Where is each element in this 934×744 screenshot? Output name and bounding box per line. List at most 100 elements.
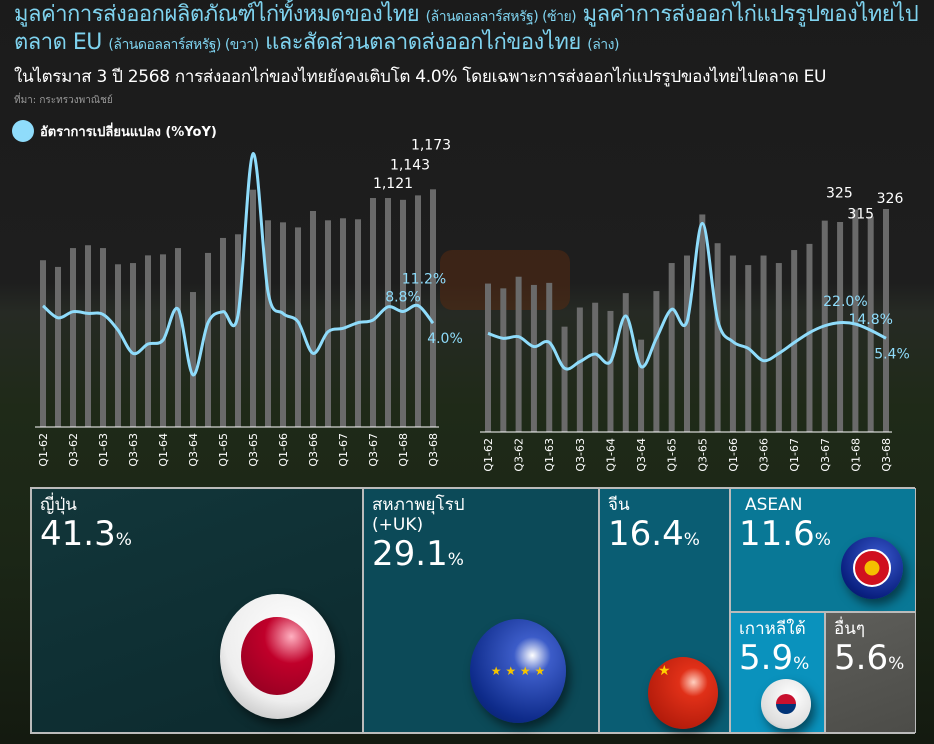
bar <box>592 302 599 432</box>
bar <box>130 263 136 427</box>
others-value: 5.6% <box>834 638 905 678</box>
bar <box>760 255 767 432</box>
yoy-value-label: 8.8% <box>385 289 421 305</box>
bar <box>370 198 376 427</box>
bar-value-label: 325 <box>826 186 853 202</box>
bar <box>699 214 706 432</box>
bar <box>250 189 256 427</box>
bar <box>607 310 614 432</box>
bar <box>653 291 660 432</box>
bar <box>190 292 196 427</box>
x-tick-label: Q3-62 <box>67 433 80 467</box>
x-tick-label: Q1-65 <box>217 433 230 467</box>
bar <box>55 266 61 427</box>
bar-value-label: 1,173 <box>411 137 451 153</box>
bar <box>775 263 782 432</box>
bar <box>546 282 553 432</box>
japan-label: ญี่ปุ่น <box>40 495 77 515</box>
others-label: อื่นๆ <box>834 619 865 639</box>
bar <box>576 307 583 432</box>
title-part1: มูลค่าการส่งออกผลิตภัณฑ์ไก่ทั้งหมดของไทย <box>14 2 420 27</box>
bar <box>806 243 813 432</box>
bar <box>415 195 421 427</box>
tractor-image <box>440 250 570 310</box>
bar <box>714 243 721 432</box>
cell-asean: ASEAN 11.6% <box>730 488 916 612</box>
yoy-line <box>41 152 435 377</box>
source: ที่มา: กระทรวงพาณิชย์ <box>14 95 113 106</box>
subtitle: ในไตรมาส 3 ปี 2568 การส่งออกไก่ของไทยยัง… <box>14 67 827 87</box>
bar <box>310 210 316 427</box>
x-tick-label: Q1-66 <box>277 433 290 467</box>
x-tick-label: Q1-68 <box>849 438 862 472</box>
cell-korea: เกาหลีใต้ 5.9% <box>730 612 825 733</box>
treemap: ญี่ปุ่น 41.3% สหภาพยุโรป (+UK) 29.1% ★ ★… <box>30 487 916 734</box>
x-tick-label: Q3-66 <box>307 433 320 467</box>
china-flag-icon: ★ <box>648 657 718 729</box>
japan-flag-icon <box>220 594 335 719</box>
japan-value: 41.3% <box>40 514 132 554</box>
cell-eu: สหภาพยุโรป (+UK) 29.1% ★ ★ ★ ★ <box>363 488 599 733</box>
x-tick-label: Q3-62 <box>513 438 526 472</box>
legend: อัตราการเปลี่ยนแปลง (%YoY) <box>12 120 217 142</box>
bar <box>85 245 91 427</box>
title-unit1: (ล้านดอลลาร์สหรัฐ) (ซ้าย) <box>425 9 577 25</box>
bar <box>485 283 491 432</box>
bar-value-label: 326 <box>877 191 904 207</box>
bar <box>205 252 211 427</box>
bar-value-label: 315 <box>847 207 874 223</box>
korea-flag-icon <box>761 679 811 729</box>
x-tick-label: Q1-62 <box>482 438 495 472</box>
bar-value-label: 1,121 <box>373 176 413 192</box>
x-tick-label: Q1-67 <box>337 433 350 467</box>
x-tick-label: Q1-62 <box>37 433 50 467</box>
bar <box>175 248 181 427</box>
bar <box>295 227 301 427</box>
yoy-value-label: 11.2% <box>402 272 446 288</box>
bar <box>400 199 406 427</box>
eu-value: 29.1% <box>372 534 464 574</box>
bar <box>729 255 736 432</box>
eu-label2: (+UK) <box>372 515 424 535</box>
chart-title: มูลค่าการส่งออกผลิตภัณฑ์ไก่ทั้งหมดของไทย… <box>14 2 924 58</box>
bar <box>280 222 286 427</box>
x-tick-label: Q3-68 <box>427 433 440 467</box>
bar <box>385 198 391 427</box>
cell-others: อื่นๆ 5.6% <box>825 612 916 733</box>
asean-label: ASEAN <box>745 495 803 515</box>
eu-flag-icon: ★ ★ ★ ★ <box>470 619 566 723</box>
yoy-value-label: 5.4% <box>874 346 910 362</box>
legend-label: อัตราการเปลี่ยนแปลง (%YoY) <box>40 124 217 140</box>
bar <box>235 234 241 427</box>
yoy-value-label: 22.0% <box>823 294 867 310</box>
bar <box>100 248 106 427</box>
x-tick-label: Q1-67 <box>788 438 801 472</box>
x-tick-label: Q3-64 <box>635 438 648 472</box>
x-tick-label: Q1-68 <box>397 433 410 467</box>
korea-value: 5.9% <box>739 638 810 678</box>
bar <box>530 284 537 432</box>
x-tick-label: Q3-65 <box>247 433 260 467</box>
yoy-line <box>487 221 887 371</box>
bar <box>561 326 568 432</box>
korea-label: เกาหลีใต้ <box>739 619 806 639</box>
charts: Q1-62 Q3-62 Q1-63 Q3-63 Q1-64 Q3-64 Q1-65 Q3-65… <box>37 137 910 472</box>
bar <box>340 218 346 427</box>
bar-value-label: 1,143 <box>390 157 430 173</box>
x-tick-label: Q3-67 <box>819 438 832 472</box>
asean-value: 11.6% <box>739 514 831 554</box>
bar <box>220 237 226 427</box>
china-label: จีน <box>608 495 630 515</box>
title-unit2: (ล้านดอลลาร์สหรัฐ) (ขวา) <box>108 37 259 53</box>
x-tick-label: Q3-66 <box>758 438 771 472</box>
bar <box>883 209 889 432</box>
bar <box>325 220 331 427</box>
china-value: 16.4% <box>608 514 700 554</box>
x-tick-label: Q3-65 <box>696 438 709 472</box>
bar <box>430 189 436 427</box>
yoy-value-label: 14.8% <box>848 312 892 328</box>
x-tick-label: Q3-64 <box>187 433 200 467</box>
x-tick-label: Q1-64 <box>157 433 170 467</box>
bar <box>115 264 121 427</box>
bar <box>852 209 859 432</box>
